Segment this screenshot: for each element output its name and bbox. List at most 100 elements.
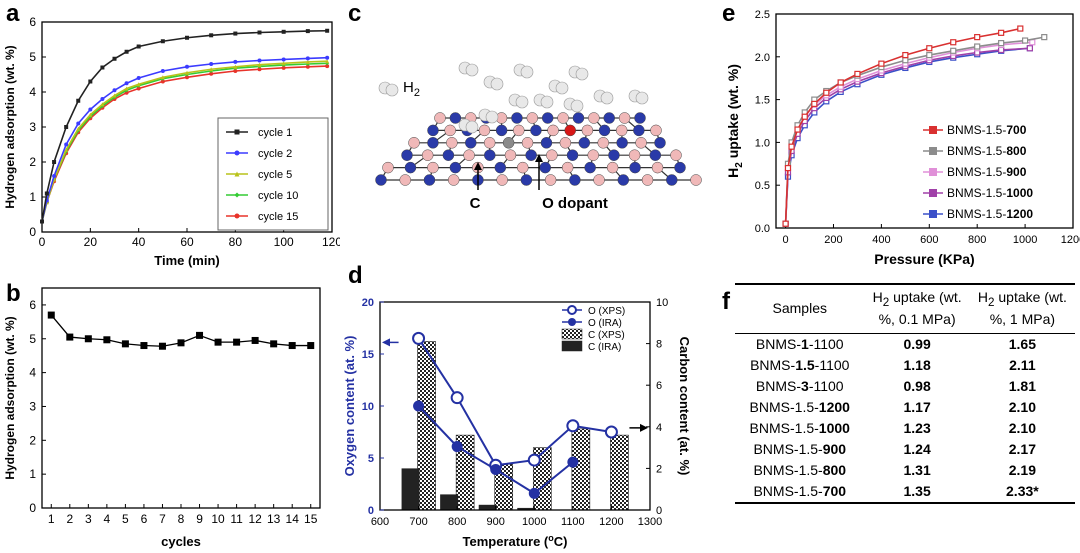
atom bbox=[557, 112, 569, 124]
data-point bbox=[209, 33, 214, 38]
sample-cell: BNMS-1.5-700 bbox=[753, 483, 847, 500]
data-point bbox=[209, 71, 214, 76]
table-row: BNMS-1.5-1100 1.18 2.11 bbox=[735, 355, 1075, 376]
x-tick-label: 1300 bbox=[638, 516, 662, 528]
atom bbox=[401, 149, 413, 161]
header-uptake-1: H2 uptake (wt. %, 1 MPa) bbox=[977, 289, 1067, 327]
legend-label-prefix: BNMS-1.5- bbox=[947, 207, 1006, 221]
uptake-1-cell: 1.65 bbox=[1008, 336, 1036, 353]
y-tick-label: 5 bbox=[29, 332, 36, 346]
h2-molecule bbox=[575, 67, 589, 81]
h2-molecule bbox=[490, 77, 504, 91]
data-point bbox=[1021, 37, 1029, 44]
atom bbox=[399, 174, 411, 186]
y-axis-label-sub: 2 bbox=[734, 162, 745, 168]
atom bbox=[539, 161, 551, 174]
data-point bbox=[76, 126, 81, 131]
atom bbox=[540, 137, 553, 149]
data-point bbox=[950, 47, 957, 54]
data-point bbox=[926, 51, 933, 59]
y2-tick-label: 8 bbox=[656, 339, 662, 351]
data-point bbox=[257, 58, 262, 63]
data-point bbox=[233, 338, 241, 346]
h2-molecule bbox=[515, 95, 529, 109]
h2-molecule bbox=[600, 91, 614, 105]
legend-label: BNMS-1.5-1000 bbox=[947, 186, 1033, 200]
y-tick-label: 0.5 bbox=[755, 180, 770, 192]
legend-label: cycle 10 bbox=[258, 190, 298, 202]
atom bbox=[423, 174, 436, 186]
data-point bbox=[100, 102, 105, 107]
y-tick-label: 5 bbox=[368, 453, 374, 465]
legend-label: O (XPS) bbox=[588, 306, 625, 317]
y-tick-label: 4 bbox=[29, 366, 36, 380]
data-point bbox=[209, 62, 214, 66]
x-tick-label: 900 bbox=[487, 516, 505, 528]
data-point bbox=[136, 44, 141, 49]
atom bbox=[427, 137, 439, 149]
data-point bbox=[124, 49, 129, 54]
series-700 bbox=[782, 25, 1024, 227]
data-point bbox=[185, 70, 189, 75]
data-point bbox=[47, 311, 55, 319]
atom bbox=[670, 149, 682, 161]
y-axis-label: Hydrogen adsorption (wt. %) bbox=[3, 45, 17, 208]
graphene-diagram: H2 C O dopant bbox=[375, 61, 702, 212]
legend-label: BNMS-1.5-800 bbox=[947, 144, 1027, 158]
data-point bbox=[784, 164, 792, 172]
series-cycle-2 bbox=[40, 55, 330, 224]
y-tick-label: 2 bbox=[29, 433, 36, 447]
data-point bbox=[412, 331, 426, 345]
plot-frame bbox=[41, 287, 321, 509]
data-point bbox=[270, 340, 278, 348]
data-point bbox=[307, 342, 315, 350]
legend-label: C (IRA) bbox=[588, 342, 621, 353]
y-tick-label: 1.0 bbox=[755, 137, 770, 149]
data-point bbox=[233, 59, 238, 64]
y-tick-label: 0 bbox=[29, 501, 36, 515]
data-point bbox=[567, 456, 579, 468]
data-point bbox=[974, 43, 981, 50]
legend-label-bold: 1200 bbox=[1006, 207, 1033, 221]
y-tick-label: 15 bbox=[362, 349, 374, 361]
data-point bbox=[185, 35, 189, 40]
uptake-01-cell: 1.18 bbox=[903, 357, 931, 374]
oxygen-dopant-label: O dopant bbox=[542, 195, 608, 212]
x-axis-label-sup: o bbox=[548, 533, 554, 543]
y2-tick-label: 4 bbox=[656, 422, 662, 434]
legend-swatch bbox=[561, 328, 583, 340]
data-point bbox=[160, 75, 165, 80]
panel-label-b: b bbox=[6, 280, 21, 307]
x-tick-label: 13 bbox=[267, 512, 281, 526]
data-point bbox=[76, 121, 81, 126]
x-tick-label: 1200 bbox=[599, 516, 623, 528]
x-tick-label: 1000 bbox=[522, 516, 546, 528]
legend-marker bbox=[929, 147, 937, 155]
atom bbox=[603, 112, 615, 124]
h2-molecule bbox=[465, 120, 479, 134]
legend-marker bbox=[929, 168, 937, 176]
atom bbox=[375, 174, 387, 186]
atom bbox=[615, 124, 628, 137]
series-line bbox=[41, 29, 328, 222]
legend-swatch bbox=[561, 340, 583, 352]
data-point bbox=[112, 93, 117, 98]
data-point bbox=[112, 88, 117, 93]
data-point bbox=[257, 62, 262, 67]
data-point bbox=[325, 55, 330, 60]
atom bbox=[650, 124, 662, 137]
x-tick-label: 100 bbox=[274, 235, 294, 249]
atom bbox=[616, 137, 628, 149]
atom bbox=[654, 137, 666, 149]
x-tick-label: 800 bbox=[448, 516, 466, 528]
atom bbox=[444, 124, 456, 137]
atom bbox=[447, 174, 460, 186]
legend-label-bold: 1000 bbox=[1006, 186, 1033, 200]
table-row: BNMS-1.5-900 1.24 2.17 bbox=[735, 439, 1075, 460]
data-point bbox=[257, 30, 262, 35]
data-point bbox=[281, 65, 286, 70]
panel-label-c: c bbox=[348, 0, 362, 27]
atom bbox=[593, 174, 605, 186]
atom bbox=[449, 112, 462, 124]
atom bbox=[520, 174, 533, 186]
